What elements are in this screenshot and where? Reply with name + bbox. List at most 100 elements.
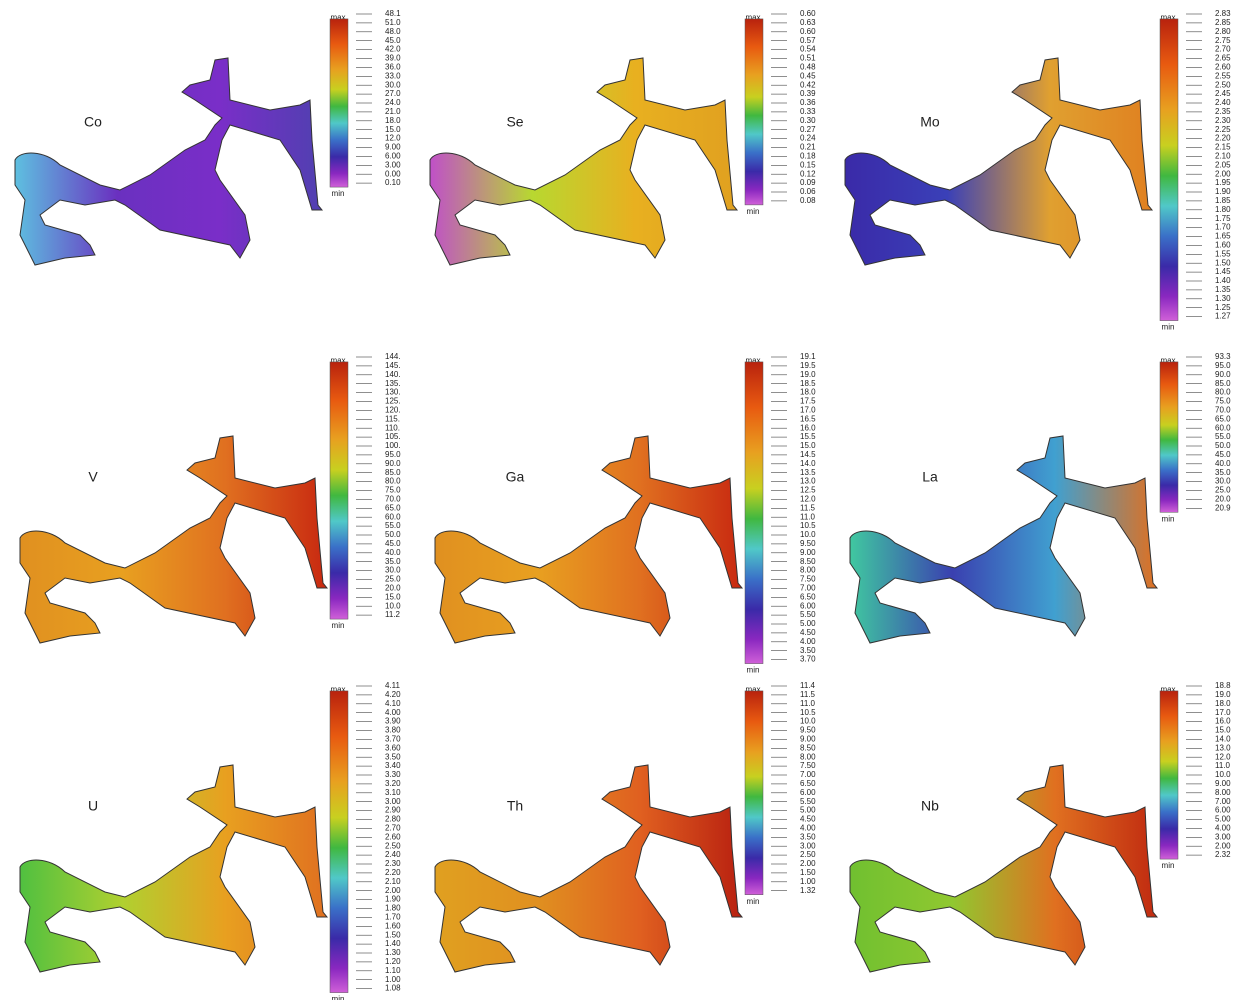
figure: Comaxmin48.151.048.045.042.039.036.033.0… [0, 0, 1245, 1000]
tick-label: 9.00 [1215, 779, 1231, 788]
tick-label: 2.60 [1215, 63, 1231, 72]
tick-label: 3.80 [385, 726, 401, 735]
tick-label: 17.0 [1215, 708, 1231, 717]
tick-label: 21.0 [385, 107, 401, 116]
legend-min: min [1162, 514, 1175, 523]
tick-label: 9.00 [800, 548, 816, 557]
colorbar [745, 691, 763, 895]
tick-label: 125. [385, 397, 401, 406]
tick-label: 90.0 [385, 459, 401, 468]
legend-min: min [1162, 323, 1175, 332]
tick-label: 95.0 [1215, 361, 1231, 370]
tick-label: 105. [385, 432, 401, 441]
tick-label: 50.0 [385, 530, 401, 539]
tick-label: 48.0 [385, 27, 401, 36]
tick-label: 10.0 [800, 717, 816, 726]
tick-label: 4.00 [800, 637, 816, 646]
tick-label: 4.50 [800, 815, 816, 824]
tick-label: 11.4 [800, 681, 816, 690]
tick-label: 3.30 [385, 770, 401, 779]
map-panel: Semaxmin0.600.630.600.570.540.510.480.45… [430, 9, 816, 265]
tick-label: 40.0 [1215, 459, 1231, 468]
legend-min: min [747, 666, 760, 675]
colorbar [1160, 19, 1178, 321]
tick-label: 5.50 [800, 610, 816, 619]
tick-label: 6.00 [385, 152, 401, 161]
element-label: Mo [920, 114, 940, 130]
tick-label: 19.1 [800, 352, 816, 361]
tick-label: 19.5 [800, 361, 816, 370]
tick-label: 55.0 [1215, 432, 1231, 441]
tick-label: 0.45 [800, 71, 816, 80]
tick-label: 11.0 [800, 699, 816, 708]
tick-label: 65.0 [1215, 414, 1231, 423]
tick-label: 2.70 [1215, 45, 1231, 54]
tick-label: 17.0 [800, 406, 816, 415]
tick-label: 1.27 [1215, 312, 1231, 321]
tick-label: 14.0 [1215, 735, 1231, 744]
tick-label: 60.0 [385, 512, 401, 521]
element-label: Ga [506, 469, 525, 485]
tick-label: 1.80 [1215, 205, 1231, 214]
tick-label: 2.25 [1215, 125, 1231, 134]
tick-label: 93.3 [1215, 352, 1231, 361]
tick-label: 5.00 [800, 806, 816, 815]
legend-min: min [332, 621, 345, 630]
tick-label: 15.0 [385, 592, 401, 601]
tick-label: 0.51 [800, 54, 816, 63]
tick-label: 75.0 [1215, 397, 1231, 406]
tick-label: 1.50 [1215, 258, 1231, 267]
tick-label: 24.0 [385, 98, 401, 107]
tick-label: 2.90 [385, 806, 401, 815]
tick-label: 7.50 [800, 575, 816, 584]
tick-label: 90.0 [1215, 370, 1231, 379]
tick-label: 16.0 [800, 423, 816, 432]
tick-label: 19.0 [1215, 690, 1231, 699]
legend-min: min [332, 189, 345, 198]
tick-label: 40.0 [385, 548, 401, 557]
tick-label: 18.0 [1215, 699, 1231, 708]
colorbar [330, 362, 348, 619]
tick-label: 10.0 [800, 530, 816, 539]
tick-label: 1.75 [1215, 214, 1231, 223]
tick-label: 20.0 [1215, 495, 1231, 504]
tick-label: 13.0 [1215, 743, 1231, 752]
tick-label: 0.18 [800, 152, 816, 161]
tick-label: 10.0 [385, 601, 401, 610]
element-label: Nb [921, 798, 939, 814]
tick-label: 65.0 [385, 503, 401, 512]
tick-label: 9.00 [800, 735, 816, 744]
tick-label: 145. [385, 361, 401, 370]
tick-label: 10.0 [1215, 770, 1231, 779]
tick-label: 0.15 [800, 160, 816, 169]
tick-label: 1.95 [1215, 178, 1231, 187]
tick-label: 25.0 [1215, 486, 1231, 495]
tick-label: 18.5 [800, 379, 816, 388]
tick-label: 3.50 [385, 752, 401, 761]
tick-label: 20.0 [385, 584, 401, 593]
tick-label: 75.0 [385, 486, 401, 495]
tick-label: 30.0 [385, 566, 401, 575]
tick-label: 30.0 [385, 80, 401, 89]
tick-label: 25.0 [385, 575, 401, 584]
tick-label: 7.50 [800, 761, 816, 770]
tick-label: 3.00 [385, 797, 401, 806]
tick-label: 11.5 [800, 503, 816, 512]
tick-label: 3.70 [800, 655, 816, 664]
tick-label: 0.30 [800, 116, 816, 125]
tick-label: 70.0 [1215, 406, 1231, 415]
colorbar [745, 19, 763, 205]
element-label: Se [506, 114, 523, 130]
map-shape [435, 765, 742, 972]
tick-label: 8.00 [800, 752, 816, 761]
tick-label: 2.15 [1215, 143, 1231, 152]
tick-label: 2.50 [1215, 80, 1231, 89]
tick-label: 15.0 [385, 125, 401, 134]
tick-label: 1.70 [1215, 223, 1231, 232]
tick-label: 50.0 [1215, 441, 1231, 450]
map-panel: Thmaxmin11.411.511.010.510.09.509.008.50… [435, 681, 816, 972]
tick-label: 0.24 [800, 134, 816, 143]
tick-label: 1.50 [385, 930, 401, 939]
tick-label: 30.0 [1215, 477, 1231, 486]
tick-label: 6.00 [800, 788, 816, 797]
